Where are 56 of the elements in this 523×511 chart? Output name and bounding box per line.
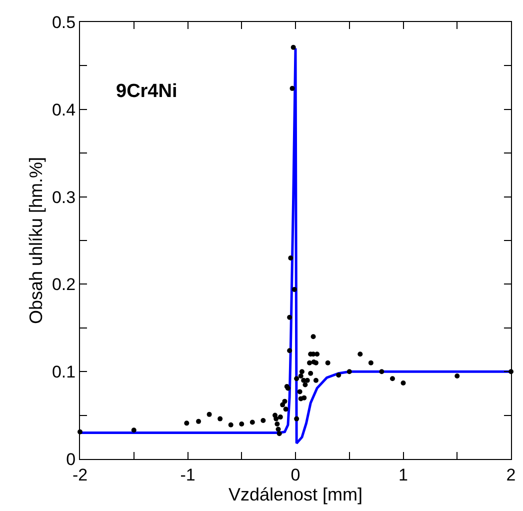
point: [276, 431, 282, 436]
y-tick-label: 0.5: [52, 12, 76, 32]
point: [131, 428, 136, 433]
point: [454, 373, 460, 378]
x-tick-label: 2: [506, 465, 516, 484]
point: [290, 44, 296, 50]
point: [302, 382, 308, 388]
point: [184, 420, 190, 426]
point: [368, 360, 374, 366]
point: [206, 412, 212, 417]
point: [297, 389, 302, 394]
point: [196, 418, 202, 424]
y-tick-label: 0.3: [52, 188, 76, 207]
x-tick-label: 1: [398, 465, 408, 484]
point: [283, 406, 288, 412]
point: [218, 416, 223, 422]
point: [274, 422, 280, 427]
point: [314, 352, 320, 357]
point: [358, 352, 363, 357]
point: [325, 360, 330, 366]
point: [307, 360, 312, 366]
point: [313, 378, 318, 383]
point: [346, 369, 352, 374]
point: [379, 369, 384, 374]
point: [239, 422, 244, 427]
y-tick-label: 0.4: [52, 100, 76, 120]
point: [302, 395, 307, 400]
y-axis-title: Obsah uhlíku [hm.%]: [26, 156, 46, 324]
point: [278, 414, 283, 420]
y-tick-label: 0.1: [52, 362, 76, 382]
point: [287, 348, 292, 354]
point: [294, 416, 300, 422]
point: [250, 420, 255, 425]
annotation: 9Cr4Ni: [116, 81, 178, 102]
point: [310, 334, 316, 340]
point: [390, 376, 395, 382]
y-tick-label: 0.2: [52, 275, 76, 294]
point: [280, 402, 286, 408]
point: [274, 416, 279, 422]
point: [308, 370, 314, 376]
point: [336, 372, 342, 378]
point: [288, 255, 294, 260]
point: [260, 418, 266, 424]
x-axis-title: Vzdálenost [mm]: [228, 484, 363, 504]
point: [299, 369, 304, 374]
point: [292, 286, 297, 292]
x-tick-label: 0: [290, 465, 300, 484]
point: [282, 398, 288, 404]
point: [228, 422, 234, 428]
point: [294, 376, 300, 382]
point: [287, 314, 292, 320]
point: [298, 373, 304, 378]
point: [290, 86, 295, 91]
point: [400, 380, 406, 386]
point: [304, 378, 310, 383]
x-tick-label: -1: [180, 465, 196, 484]
